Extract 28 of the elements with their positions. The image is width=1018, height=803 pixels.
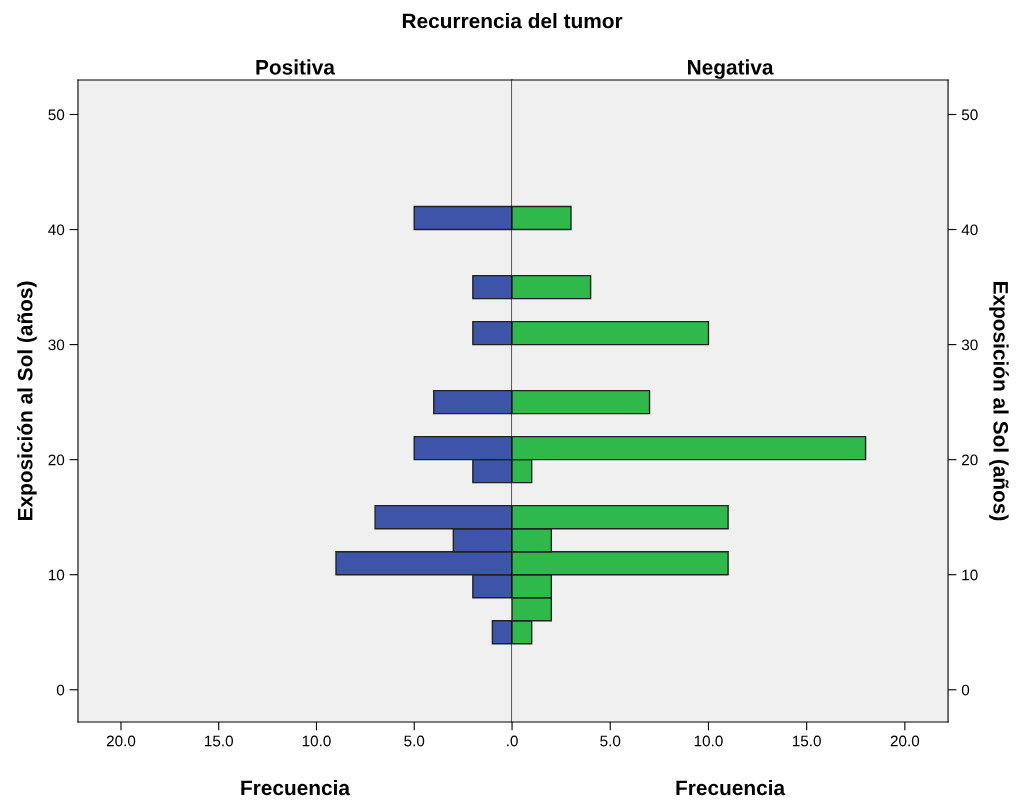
- x-axis-title: Frecuencia: [241, 779, 351, 796]
- y-tick-label: 30: [48, 339, 65, 351]
- x-tick-label: 20.0: [890, 735, 920, 747]
- y-tick-label: 0: [56, 684, 65, 696]
- y-tick-label: 10: [962, 569, 978, 581]
- y-axis-title: Exposición al Sol (años): [989, 281, 1009, 521]
- x-tick-label: 15.0: [205, 735, 233, 747]
- x-tick-label: 15.0: [792, 735, 821, 747]
- x-tick-label: 10.0: [694, 735, 723, 747]
- x-tick-label: .0: [507, 735, 518, 747]
- chart-subtitle: Negativa: [688, 59, 774, 79]
- x-tick-label: 5.0: [404, 735, 425, 747]
- x-axis-title: Frecuencia: [676, 779, 786, 796]
- y-tick-label: 50: [48, 109, 65, 121]
- y-tick-label: 30: [961, 339, 978, 351]
- chart-title: Recurrencia del tumor: [402, 13, 623, 29]
- x-tick-label: 5.0: [600, 735, 621, 747]
- y-axis-title: Exposición al Sol (años): [17, 281, 37, 520]
- y-tick-label: 20: [962, 454, 978, 466]
- y-tick-label: 10: [48, 569, 65, 581]
- y-tick-label: 20: [48, 454, 65, 466]
- y-tick-label: 40: [961, 224, 978, 236]
- x-tick-label: 20.0: [106, 735, 136, 747]
- chart-subtitle: Positiva: [256, 59, 336, 75]
- y-tick-label: 40: [48, 224, 65, 236]
- y-tick-label: 0: [961, 684, 970, 696]
- x-tick-label: 10.0: [302, 735, 331, 747]
- y-tick-label: 50: [961, 109, 978, 121]
